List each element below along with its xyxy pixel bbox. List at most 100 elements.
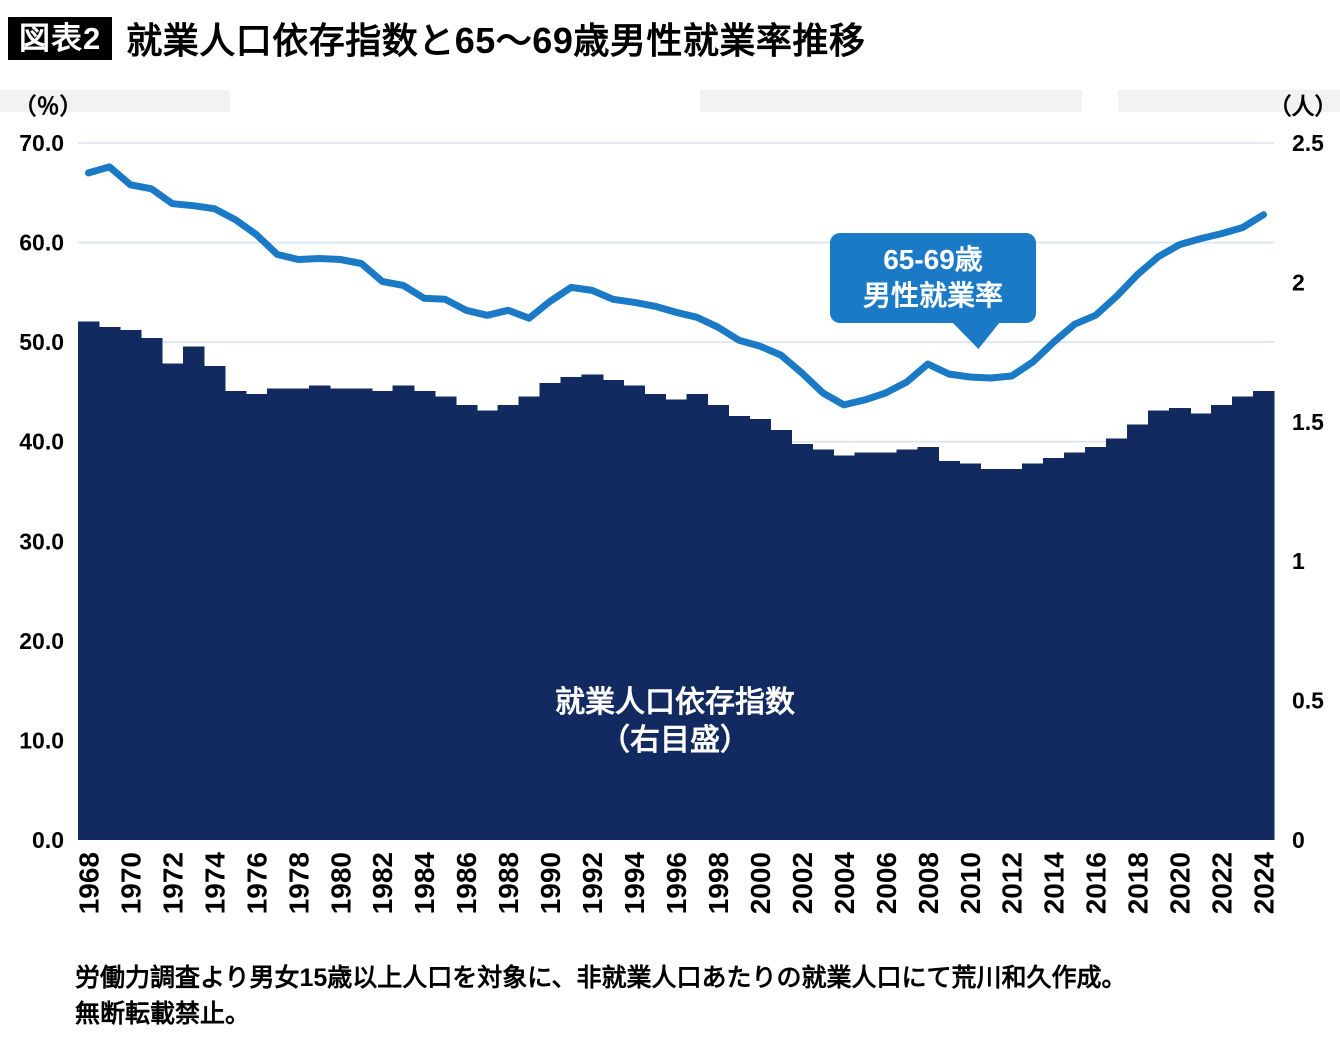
dependency-index-bar (287, 388, 310, 840)
dependency-index-bar (917, 446, 939, 840)
x-axis-tick: 1974 (199, 852, 230, 915)
x-axis-tick: 1976 (241, 852, 272, 914)
left-axis-unit: （％） (14, 93, 83, 119)
x-axis-tick: 2016 (1081, 852, 1112, 914)
source-note-line2: 無断転載禁止。 (75, 1000, 251, 1028)
dependency-index-bar (98, 327, 121, 840)
x-axis-tick: 2020 (1165, 852, 1196, 914)
dependency-index-bar (497, 405, 520, 840)
dependency-index-bar (1043, 458, 1065, 840)
x-axis-tick: 2008 (913, 852, 944, 914)
dependency-index-bar (203, 366, 226, 840)
x-axis-tick: 2014 (1039, 852, 1070, 915)
dependency-index-bar (518, 396, 541, 840)
dependency-index-bar (623, 385, 646, 840)
x-axis-tick: 1984 (409, 852, 440, 915)
dependency-index-bar (1085, 446, 1107, 840)
x-axis-tick: 2010 (955, 852, 986, 914)
page-header: 図表2 就業人口依存指数と65～69歳男性就業率推移 (8, 12, 865, 64)
dependency-index-bar (266, 388, 289, 840)
chart-area: 0.0 10.0 20.0 30.0 40.0 50.0 60.0 70.0 0 0.5 1 1.5 2… (0, 88, 1340, 940)
dependency-index-bar (413, 391, 436, 840)
dependency-index-bar (350, 388, 373, 840)
left-axis-tick: 30.0 (19, 528, 64, 554)
background-strip (700, 90, 1082, 112)
dependency-index-bar (1169, 407, 1191, 840)
x-axis-tick: 1980 (325, 852, 356, 914)
chart-svg: 0.0 10.0 20.0 30.0 40.0 50.0 60.0 70.0 0 0.5 1 1.5 2… (0, 90, 1340, 915)
dependency-index-bar (770, 430, 793, 840)
dependency-index-bar (1253, 391, 1275, 840)
x-axis-tick: 1996 (661, 852, 692, 914)
figure-tag: 図表2 (8, 16, 113, 60)
dependency-index-bar (224, 391, 247, 840)
employment-rate-line (85, 163, 1267, 409)
left-axis-tick: 10.0 (19, 727, 64, 753)
dependency-index-bar (665, 399, 688, 840)
left-axis-tick: 0.0 (32, 827, 64, 853)
dependency-index-bar (833, 455, 856, 840)
x-axis-tick: 1978 (283, 852, 314, 914)
dependency-index-bar (371, 391, 394, 840)
dependency-index-bar (980, 469, 1002, 840)
line-series-callout-line2: 男性就業率 (862, 280, 1003, 311)
right-axis-tick: 2 (1292, 269, 1305, 295)
x-axis-tick: 2024 (1249, 852, 1280, 915)
dependency-index-bar (812, 449, 835, 840)
line-series-callout: 65-69歳 男性就業率 (830, 233, 1036, 349)
dependency-index-bar (875, 452, 898, 840)
x-axis-tick: 1992 (577, 852, 608, 914)
right-axis-tick: 2.5 (1292, 130, 1324, 156)
dependency-index-bar (434, 396, 457, 840)
dependency-index-bar (539, 382, 562, 840)
left-axis-tick: 20.0 (19, 628, 64, 654)
area-series-label-line1: 就業人口依存指数 (555, 686, 795, 719)
dependency-index-bar (78, 321, 100, 840)
dependency-index-bar (686, 393, 709, 840)
dependency-index-bar (896, 449, 918, 840)
x-axis-tick: 1972 (157, 852, 188, 914)
dependency-index-bar (455, 405, 478, 840)
dependency-index-bar (1064, 452, 1086, 840)
x-axis-tick: 1994 (619, 852, 650, 915)
x-axis-tick: 2004 (829, 852, 860, 915)
left-axis-tick: 60.0 (19, 230, 64, 256)
dependency-index-bar (245, 393, 268, 840)
dependency-index-bar (476, 410, 499, 840)
left-axis-tick: 70.0 (19, 130, 64, 156)
dependency-index-bar (1211, 405, 1233, 840)
dependency-index-bar (1127, 424, 1149, 840)
dependency-index-bar (392, 385, 415, 840)
x-axis-tick: 1990 (535, 852, 566, 914)
x-axis-tick: 1970 (116, 852, 147, 914)
right-axis-tick: 0.5 (1292, 688, 1324, 714)
dependency-index-bar (707, 405, 730, 840)
dependency-index-bar (182, 346, 205, 840)
dependency-index-bar (959, 463, 981, 840)
x-axis-tick: 2012 (997, 852, 1028, 914)
dependency-index-bar (749, 419, 772, 840)
dependency-index-bar (791, 444, 814, 840)
dependency-index-bar (854, 452, 877, 840)
dependency-index-bar (1190, 413, 1212, 840)
right-axis-tick: 0 (1292, 827, 1305, 853)
dependency-index-bar (1148, 410, 1170, 840)
background-strip (0, 90, 230, 112)
dependency-index-bar (728, 416, 751, 840)
dependency-index-bar (1232, 396, 1254, 840)
x-axis-tick: 1968 (74, 852, 105, 914)
area-series-label: 就業人口依存指数 （右目盛） (480, 684, 870, 760)
page-title: 就業人口依存指数と65～69歳男性就業率推移 (126, 20, 866, 61)
dependency-index-bar (161, 363, 184, 840)
x-axis-tick: 1998 (703, 852, 734, 914)
x-axis-tick: 2002 (787, 852, 818, 914)
background-strip (1118, 90, 1340, 112)
x-axis-tick: 1982 (367, 852, 398, 914)
area-series-label-line2: （右目盛） (600, 723, 750, 757)
dependency-index-bar (644, 393, 667, 840)
dependency-index-bar (602, 380, 625, 840)
dependency-index-bar (1106, 438, 1128, 840)
source-note: 労働力調査より男女15歳以上人口を対象に、非就業人口あたりの就業人口にて荒川和久… (75, 960, 1315, 1032)
dependency-index-bar (140, 338, 163, 840)
right-axis-tick: 1 (1292, 548, 1305, 574)
